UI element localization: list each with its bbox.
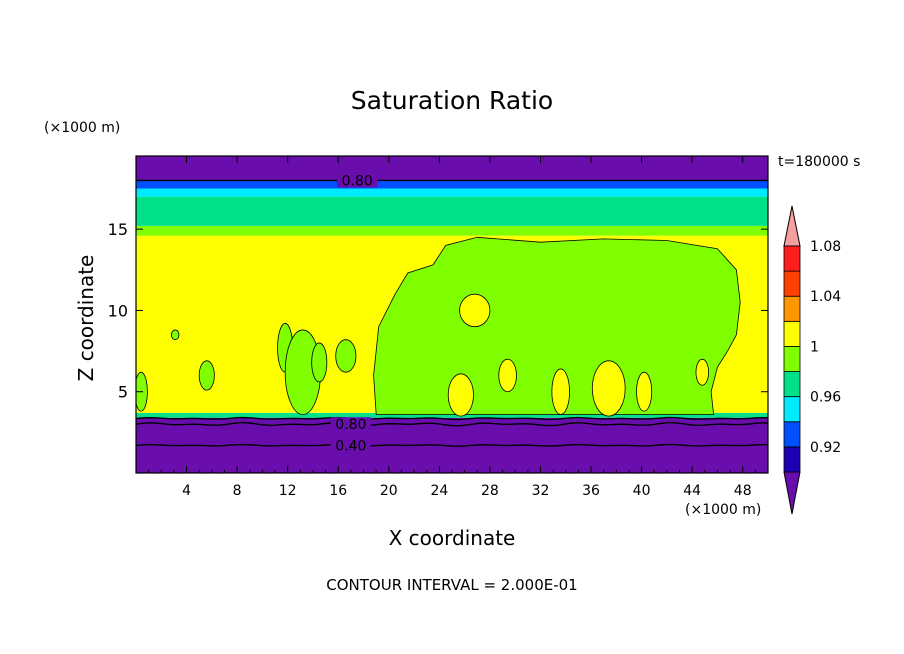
colorbar-label-3: 1.04 (810, 289, 841, 305)
colorbar-segment-4 (783, 371, 801, 398)
colorbar-label-0: 0.92 (810, 440, 841, 456)
field-band-5 (136, 188, 768, 197)
contour-labels: 0.80 0.80 0.40 (330, 173, 378, 454)
contour-label-bg-0 (337, 173, 378, 188)
field-band-3 (136, 225, 768, 236)
time-label: t=180000 s (778, 154, 861, 170)
x-unit-label: (×1000 m) (685, 502, 762, 518)
field-band-4 (136, 196, 768, 226)
dry-patch-5 (335, 339, 357, 373)
dry-patch-1 (198, 360, 215, 391)
x-tick-label-2: 12 (279, 483, 297, 499)
moist-patch-1 (447, 373, 474, 417)
dry-patch-0 (170, 329, 180, 341)
contour-label-1: 0.80 (335, 417, 366, 433)
x-tick-label-5: 24 (430, 483, 448, 499)
colorbar-segment-1 (783, 446, 801, 473)
contour-label-bg-1 (330, 417, 371, 432)
moist-patch-3 (551, 368, 570, 415)
contour-label-bg-2 (330, 438, 371, 453)
x-tick-label-11: 48 (734, 483, 752, 499)
colorbar-segment-6 (783, 320, 801, 347)
colorbar-segment-2 (783, 421, 801, 448)
colorbar-over-triangle (783, 205, 801, 247)
contour-label-2: 0.40 (335, 438, 366, 454)
contour-lines (136, 179, 768, 447)
dry-patch-4 (311, 342, 328, 383)
contour-interval-note: CONTOUR INTERVAL = 2.000E-01 (326, 576, 578, 594)
field-band-7 (136, 156, 768, 181)
colorbar-segment-7 (783, 295, 801, 322)
x-tick-label-9: 40 (633, 483, 651, 499)
z-unit-label: (×1000 m) (44, 120, 121, 136)
field-band-6 (136, 180, 768, 189)
x-tick-label-7: 32 (532, 483, 550, 499)
colorbar-segment-8 (783, 270, 801, 297)
colorbar-segment-9 (783, 245, 801, 272)
colorbar-label-4: 1.08 (810, 239, 841, 255)
x-axis-label: X coordinate (388, 526, 516, 550)
colorbar-under-triangle (783, 471, 801, 515)
chart-title: Saturation Ratio (350, 86, 554, 115)
y-tick-label-0: 5 (118, 383, 128, 402)
contour-label-0: 0.80 (342, 173, 373, 189)
x-tick-label-1: 8 (233, 483, 242, 499)
moist-patch-6 (695, 358, 709, 386)
contour-line-040 (136, 443, 768, 447)
colorbar-segment-3 (783, 396, 801, 423)
y-tick-label-2: 15 (108, 220, 128, 239)
x-tick-label-6: 28 (481, 483, 499, 499)
x-tick-label-0: 4 (182, 483, 191, 499)
moist-patch-0 (459, 293, 491, 328)
x-tick-label-4: 20 (380, 483, 398, 499)
contour-line-080-low (136, 421, 768, 427)
colorbar-label-1: 0.96 (810, 390, 841, 406)
moist-patch-2 (498, 358, 517, 393)
moist-patch-4 (591, 360, 626, 417)
x-tick-label-10: 44 (683, 483, 701, 499)
contour-field (136, 156, 768, 473)
moist-patch-5 (636, 371, 653, 412)
x-tick-label-8: 36 (582, 483, 600, 499)
y-tick-label-1: 10 (108, 301, 128, 320)
y-axis-label: Z coordinate (74, 254, 98, 382)
colorbar-segment-5 (783, 346, 801, 372)
field-band-1 (136, 412, 768, 418)
colorbar: 0.92 0.96 1 1.04 1.08 (783, 205, 841, 515)
subsaturated-region (373, 236, 741, 415)
x-tick-label-3: 16 (329, 483, 347, 499)
colorbar-label-2: 1 (810, 339, 819, 355)
contour-line-surface (136, 416, 768, 421)
